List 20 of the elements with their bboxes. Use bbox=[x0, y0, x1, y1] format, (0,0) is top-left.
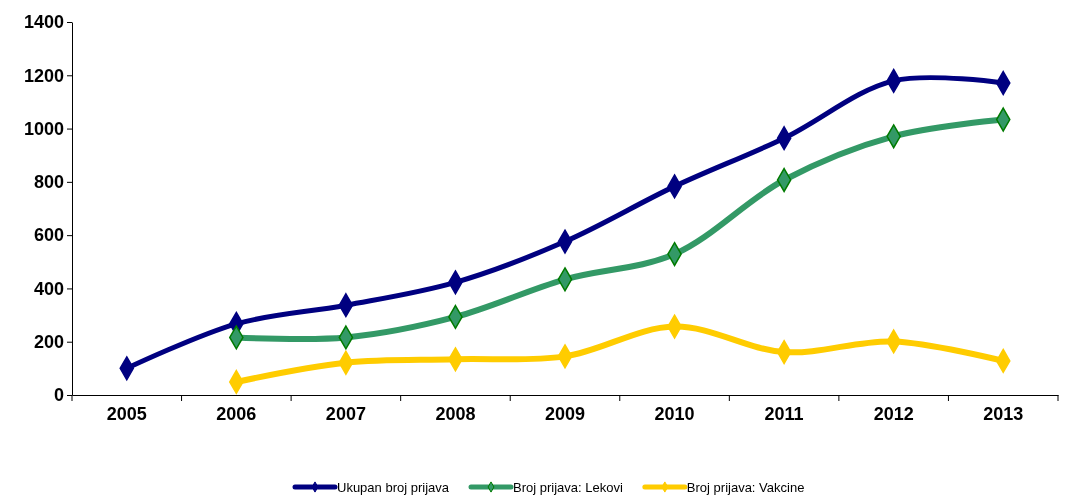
y-tick-label: 0 bbox=[53, 385, 64, 406]
x-tick-label: 2010 bbox=[654, 403, 695, 424]
x-tick-label: 2008 bbox=[435, 403, 476, 424]
y-tick-label: 1200 bbox=[23, 65, 64, 86]
legend-label: Broj prijava: Lekovi bbox=[513, 480, 623, 495]
legend-label: Ukupan broj prijava bbox=[337, 480, 450, 495]
x-tick-label: 2007 bbox=[325, 403, 366, 424]
x-tick-label: 2013 bbox=[983, 403, 1024, 424]
y-tick-label: 800 bbox=[33, 172, 64, 193]
y-tick-label: 400 bbox=[33, 278, 64, 299]
x-tick-label: 2006 bbox=[216, 403, 257, 424]
x-tick-label: 2005 bbox=[106, 403, 147, 424]
x-tick-label: 2011 bbox=[764, 403, 804, 424]
y-tick-label: 1000 bbox=[23, 118, 64, 139]
y-tick-label: 1400 bbox=[23, 12, 64, 33]
y-tick-label: 200 bbox=[33, 331, 64, 352]
y-tick-label: 600 bbox=[33, 225, 64, 246]
legend-label: Broj prijava: Vakcine bbox=[686, 480, 805, 495]
x-tick-label: 2009 bbox=[544, 403, 586, 424]
x-tick-label: 2012 bbox=[873, 403, 914, 424]
